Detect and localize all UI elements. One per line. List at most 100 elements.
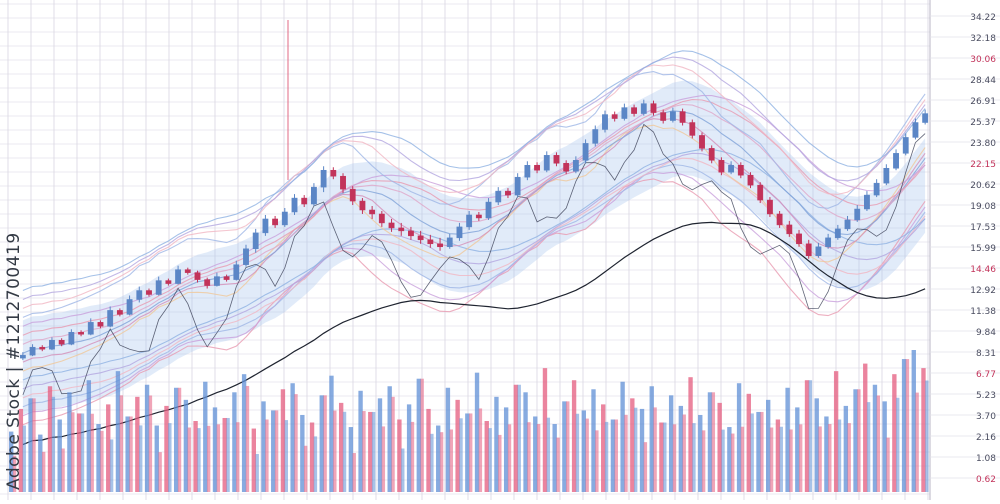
volume-bar (206, 425, 211, 492)
volume-bar (601, 404, 606, 492)
volume-bar (610, 419, 616, 492)
price-tick-label: 1.08 (976, 454, 996, 464)
volume-bar (643, 442, 648, 492)
candle-body (864, 194, 870, 210)
volume-bar (115, 371, 121, 492)
volume-bar (465, 413, 470, 492)
candle-body (708, 148, 715, 161)
volume-bar (135, 396, 140, 492)
volume-bar (338, 402, 344, 492)
volume-bar (624, 414, 628, 492)
candle-body (388, 222, 395, 229)
candle-body (475, 214, 482, 219)
volume-bar (61, 448, 65, 492)
volume-bar (71, 412, 75, 492)
volume-bar (921, 368, 926, 492)
candle-body (805, 243, 812, 256)
volume-bar (67, 392, 72, 492)
candle-body (495, 190, 502, 203)
volume-bar (158, 452, 162, 492)
volume-bar (406, 404, 412, 492)
candle-body (252, 232, 259, 250)
candle-body (262, 218, 269, 234)
volume-bar (507, 424, 512, 492)
volume-bar (329, 375, 334, 492)
volume-bar (177, 387, 182, 492)
volume-bar (711, 392, 716, 492)
volume-bar (575, 413, 580, 492)
candle-body (592, 129, 599, 144)
volume-bar (614, 419, 618, 492)
price-tick-label: 32.18 (970, 34, 996, 44)
price-tick-label: 20.62 (970, 181, 996, 191)
volume-bar (595, 430, 599, 492)
volume-bar (857, 389, 861, 492)
volume-bar (313, 436, 318, 492)
candle-body (621, 107, 628, 119)
candle-body (68, 332, 75, 345)
candle-body (854, 208, 861, 221)
trend-line (22, 221, 926, 446)
volume-bar (474, 372, 480, 492)
moving-average-line (22, 124, 926, 372)
candle-body (505, 190, 511, 196)
candle-body (757, 184, 764, 201)
volume-bar (779, 426, 783, 492)
volume-bar (144, 384, 150, 492)
price-tick-label: 34.22 (970, 13, 996, 23)
volume-bar (717, 402, 722, 492)
candle-body (747, 174, 754, 186)
price-tick-label: 26.91 (970, 97, 996, 107)
volume-bar (736, 383, 742, 492)
volume-bar (348, 427, 354, 492)
volume-bar (571, 380, 577, 492)
candle-body (184, 269, 191, 273)
volume-bar (255, 453, 259, 492)
volume-bar (362, 411, 366, 492)
volume-bar (57, 419, 62, 492)
volume-bar (445, 387, 451, 492)
volume-bar (915, 392, 919, 492)
volume-bar (876, 395, 881, 492)
volume-bar (32, 398, 36, 492)
volume-bar (377, 398, 383, 492)
volume-bar (187, 427, 191, 492)
volume-bar (439, 432, 444, 492)
volume-bar (86, 380, 92, 492)
candle-body (679, 111, 686, 123)
volume-bar (653, 407, 657, 492)
volume-bar (896, 397, 900, 492)
price-tick-label: 6.77 (976, 370, 996, 380)
candle-body (58, 339, 65, 345)
candle-body (563, 163, 570, 172)
candle-body (534, 165, 540, 171)
volume-bar (381, 426, 386, 492)
moving-average-line (22, 178, 926, 426)
volume-bar (663, 422, 667, 492)
volume-bar (925, 380, 929, 492)
volume-bar (333, 410, 337, 492)
volume-bar (527, 422, 531, 492)
candle-body (310, 186, 317, 205)
indicator-bands (22, 50, 926, 446)
candle-body (718, 160, 725, 173)
volume-bar (387, 386, 392, 492)
volume-bar (100, 430, 104, 492)
price-tick-label: 0.62 (976, 475, 996, 485)
candle-body (485, 201, 492, 219)
volume-bar (533, 416, 538, 492)
volume-bar (280, 389, 286, 492)
volume-bar (847, 423, 851, 492)
candle-body (873, 182, 880, 196)
volume-bar (769, 427, 774, 492)
volume-bar (342, 411, 347, 492)
volume-bar (882, 401, 887, 492)
candle-body (572, 160, 579, 172)
volume-bar (9, 431, 14, 492)
volume-bar (731, 433, 735, 492)
volume-bar (672, 424, 677, 492)
candle-body (834, 228, 841, 239)
volume-bar (701, 430, 706, 492)
volume-bar (80, 413, 85, 492)
